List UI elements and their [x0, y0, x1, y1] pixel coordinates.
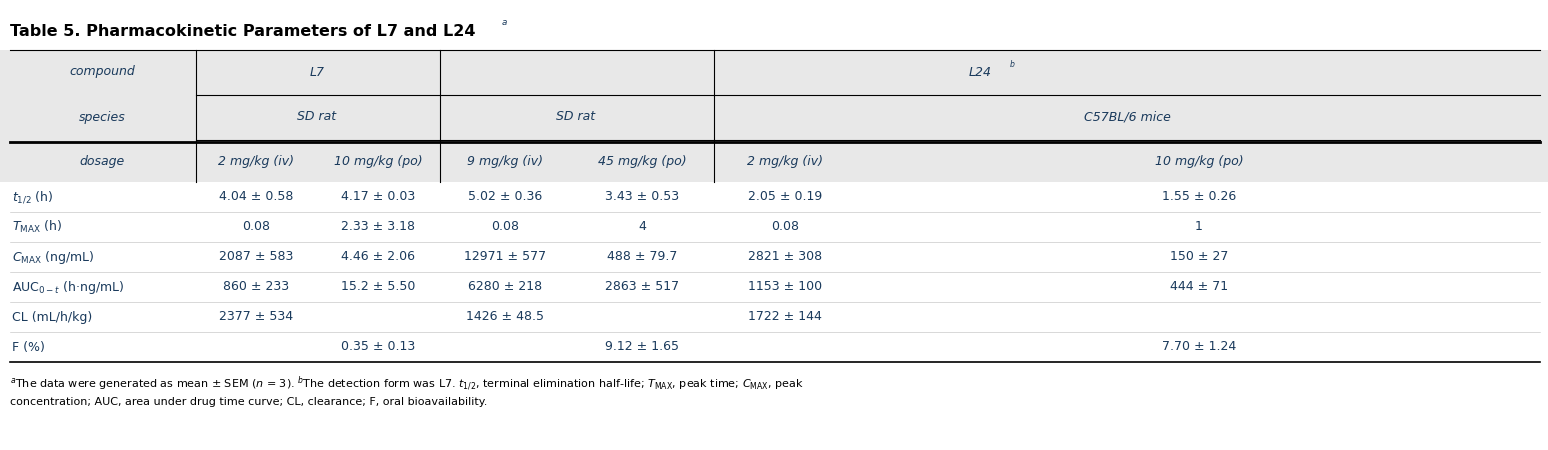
Text: $\mathrm{AUC}_{0-t}$ (h·ng/mL): $\mathrm{AUC}_{0-t}$ (h·ng/mL): [12, 279, 124, 296]
Text: 860 ± 233: 860 ± 233: [223, 280, 289, 293]
Text: 0.08: 0.08: [491, 220, 519, 234]
Text: SD rat: SD rat: [556, 111, 596, 123]
Text: 4.04 ± 0.58: 4.04 ± 0.58: [218, 190, 293, 203]
Text: 2 mg/kg (iv): 2 mg/kg (iv): [218, 156, 294, 168]
Text: $T_{\mathrm{MAX}}$ (h): $T_{\mathrm{MAX}}$ (h): [12, 219, 62, 235]
Bar: [0, 272, 1548, 302]
Text: 2863 ± 517: 2863 ± 517: [605, 280, 680, 293]
Text: 5.02 ± 0.36: 5.02 ± 0.36: [467, 190, 542, 203]
Text: 1: 1: [1195, 220, 1203, 234]
Text: 10 mg/kg (po): 10 mg/kg (po): [334, 156, 423, 168]
Bar: [0, 182, 1548, 212]
Text: 150 ± 27: 150 ± 27: [1170, 251, 1228, 264]
Text: 2 mg/kg (iv): 2 mg/kg (iv): [748, 156, 824, 168]
Text: 4.46 ± 2.06: 4.46 ± 2.06: [341, 251, 415, 264]
Text: 2.05 ± 0.19: 2.05 ± 0.19: [748, 190, 822, 203]
Bar: [0, 50, 1548, 182]
Text: 1426 ± 48.5: 1426 ± 48.5: [466, 310, 543, 324]
Text: species: species: [79, 111, 125, 123]
Text: concentration; AUC, area under drug time curve; CL, clearance; F, oral bioavaila: concentration; AUC, area under drug time…: [9, 397, 488, 407]
Text: 4: 4: [638, 220, 646, 234]
Text: 2.33 ± 3.18: 2.33 ± 3.18: [341, 220, 415, 234]
Text: 0.08: 0.08: [771, 220, 799, 234]
Text: 4.17 ± 0.03: 4.17 ± 0.03: [341, 190, 415, 203]
Bar: [0, 332, 1548, 362]
Text: 444 ± 71: 444 ± 71: [1170, 280, 1228, 293]
Text: 1.55 ± 0.26: 1.55 ± 0.26: [1163, 190, 1237, 203]
Text: 1153 ± 100: 1153 ± 100: [748, 280, 822, 293]
Text: 3.43 ± 0.53: 3.43 ± 0.53: [605, 190, 680, 203]
Text: $^{b}$: $^{b}$: [1009, 60, 1015, 70]
Text: 6280 ± 218: 6280 ± 218: [467, 280, 542, 293]
Text: CL (mL/h/kg): CL (mL/h/kg): [12, 310, 93, 324]
Text: $t_{1/2}$ (h): $t_{1/2}$ (h): [12, 189, 54, 205]
Text: 0.35 ± 0.13: 0.35 ± 0.13: [341, 341, 415, 354]
Text: 2821 ± 308: 2821 ± 308: [748, 251, 822, 264]
Text: 2377 ± 534: 2377 ± 534: [218, 310, 293, 324]
Text: 15.2 ± 5.50: 15.2 ± 5.50: [341, 280, 415, 293]
Text: 7.70 ± 1.24: 7.70 ± 1.24: [1163, 341, 1237, 354]
Text: SD rat: SD rat: [297, 111, 336, 123]
Text: 9 mg/kg (iv): 9 mg/kg (iv): [467, 156, 543, 168]
Text: $^{a}$: $^{a}$: [502, 18, 508, 32]
Text: $^{a}$The data were generated as mean $\pm$ SEM ($n$ = 3). $^{b}$The detection f: $^{a}$The data were generated as mean $\…: [9, 375, 803, 393]
Text: compound: compound: [70, 66, 135, 78]
Text: 488 ± 79.7: 488 ± 79.7: [607, 251, 676, 264]
Text: 2087 ± 583: 2087 ± 583: [218, 251, 293, 264]
Text: 12971 ± 577: 12971 ± 577: [464, 251, 546, 264]
Text: 10 mg/kg (po): 10 mg/kg (po): [1155, 156, 1243, 168]
Text: 9.12 ± 1.65: 9.12 ± 1.65: [605, 341, 680, 354]
Text: 1722 ± 144: 1722 ± 144: [748, 310, 822, 324]
Bar: [0, 242, 1548, 272]
Bar: [0, 212, 1548, 242]
Text: dosage: dosage: [79, 156, 125, 168]
Text: Table 5. Pharmacokinetic Parameters of L7 and L24: Table 5. Pharmacokinetic Parameters of L…: [9, 24, 475, 40]
Text: L24: L24: [969, 66, 992, 78]
Text: C57BL/6 mice: C57BL/6 mice: [1084, 111, 1170, 123]
Text: 45 mg/kg (po): 45 mg/kg (po): [598, 156, 686, 168]
Text: F (%): F (%): [12, 341, 45, 354]
Text: $C_{\mathrm{MAX}}$ (ng/mL): $C_{\mathrm{MAX}}$ (ng/mL): [12, 248, 94, 266]
Text: 0.08: 0.08: [241, 220, 269, 234]
Bar: [0, 302, 1548, 332]
Text: L7: L7: [310, 66, 325, 78]
